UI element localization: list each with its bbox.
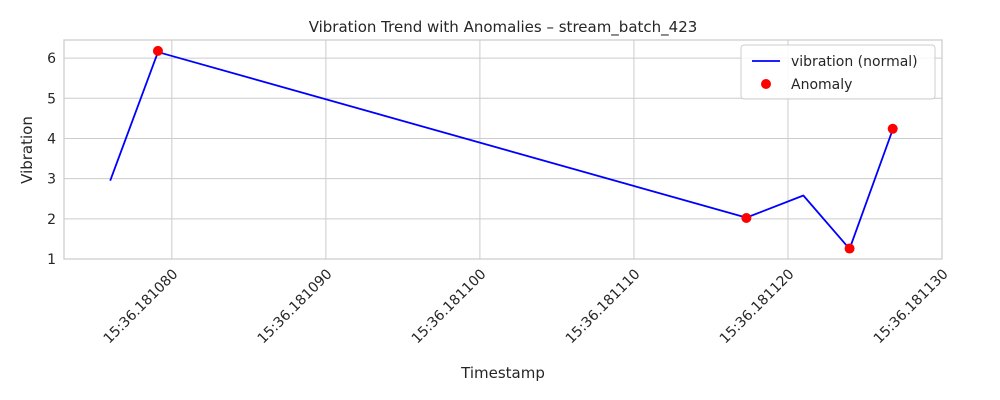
- anomaly-point: [152, 45, 163, 56]
- y-tick-label: 1: [47, 252, 56, 268]
- anomaly-point: [844, 243, 855, 254]
- series-line-vibration: [109, 51, 894, 250]
- y-tick-label: 2: [47, 212, 56, 228]
- x-tick-label: 15:36.181100: [409, 266, 490, 347]
- x-tick-label: 15:36.181110: [563, 266, 644, 347]
- x-tick-label: 15:36.181130: [871, 266, 952, 347]
- plot-frame: [63, 39, 943, 260]
- y-tick-label: 4: [47, 131, 56, 147]
- y-axis-ticks: 1 2 3 4 5 6: [47, 51, 56, 268]
- legend-label-anomaly: Anomaly: [791, 77, 852, 93]
- x-tick-label: 15:36.181120: [717, 266, 798, 347]
- y-tick-label: 5: [47, 91, 56, 107]
- series-layer: [109, 51, 894, 250]
- legend-box: [740, 44, 936, 100]
- y-tick-label: 6: [47, 51, 56, 67]
- y-tick-label: 3: [47, 172, 56, 188]
- legend-label-series: vibration (normal): [791, 54, 918, 70]
- x-tick-label: 15:36.181080: [101, 266, 182, 347]
- x-axis-ticks: 15:36.181080 15:36.181090 15:36.181100 15:3…: [101, 266, 952, 347]
- chart-title: Vibration Trend with Anomalies – stream_…: [309, 18, 698, 37]
- legend: vibration (normal) Anomaly: [740, 44, 936, 100]
- anomaly-point: [741, 213, 752, 224]
- y-axis-label: Vibration: [18, 116, 36, 184]
- legend-anomaly-swatch: [761, 79, 771, 89]
- x-axis-label: Timestamp: [460, 364, 545, 382]
- x-tick-label: 15:36.181090: [255, 266, 336, 347]
- anomaly-layer: [152, 45, 898, 254]
- anomaly-point: [887, 123, 898, 134]
